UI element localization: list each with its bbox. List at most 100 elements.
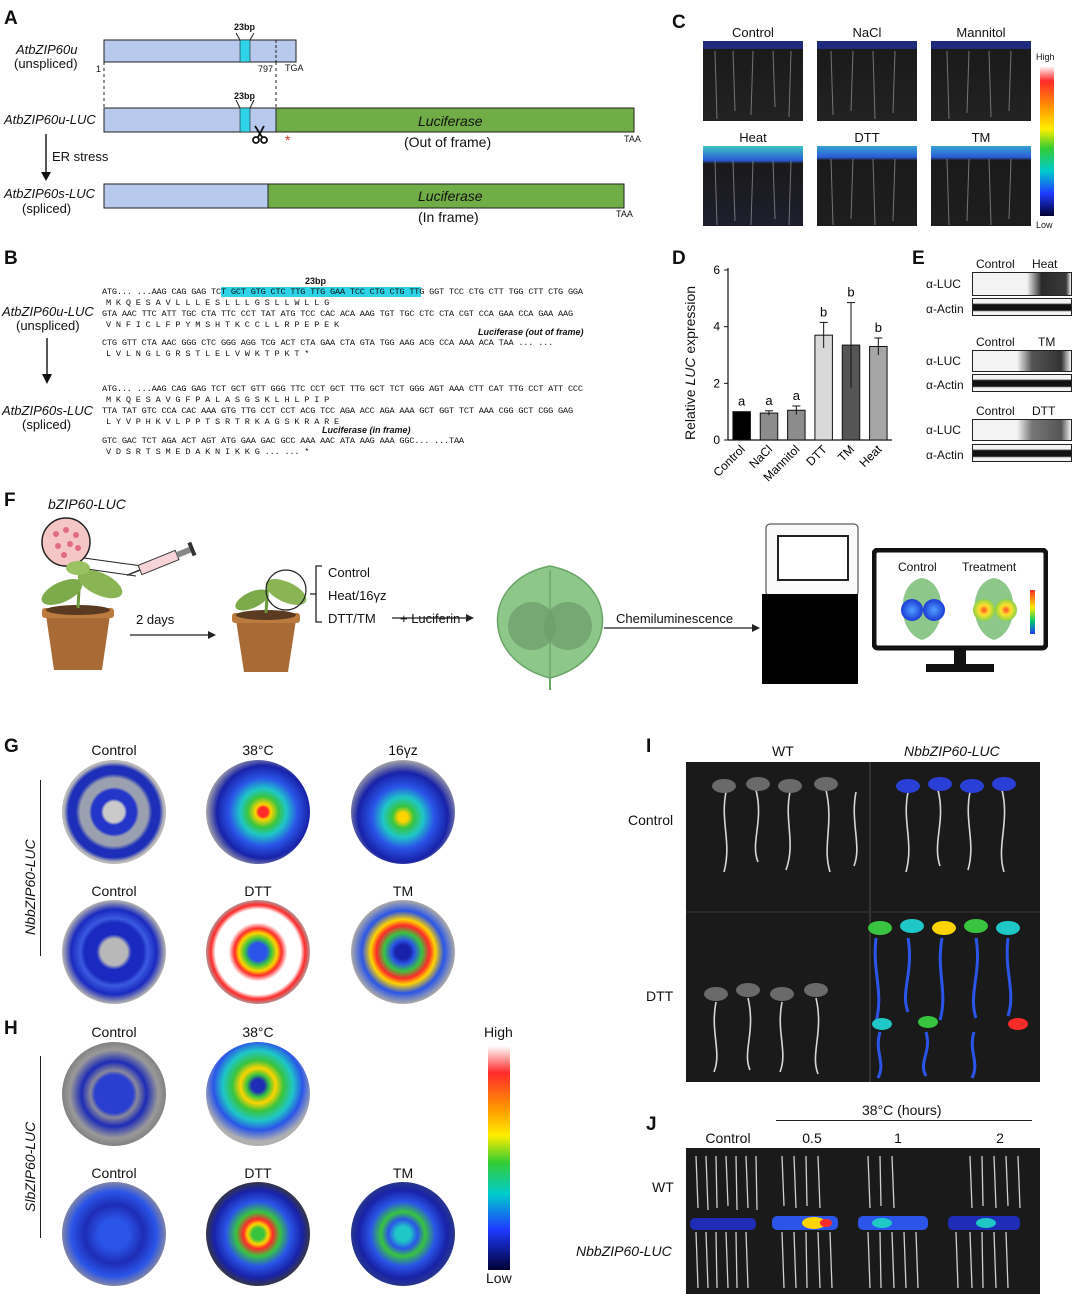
panel-label-i: I xyxy=(646,736,652,757)
f-two-days: 2 days xyxy=(136,612,175,627)
a-row1-sub: (unspliced) xyxy=(14,56,78,71)
e-b3-control: Control xyxy=(976,404,1015,418)
h-r2-c1-label: Control xyxy=(91,1165,137,1181)
e-b3-actin-band xyxy=(972,444,1072,462)
panel-label-d: D xyxy=(672,248,686,269)
e-b1-control: Control xyxy=(976,257,1015,271)
d-xtick-label-dtt: DTT xyxy=(803,442,830,469)
e-b3-actin: α-Actin xyxy=(926,448,964,462)
h-r2-c2-label: DTT xyxy=(244,1165,272,1181)
e-b1-heat: Heat xyxy=(1032,257,1058,271)
a-luc-label-2: Luciferase xyxy=(418,188,483,204)
d-ytick-label-0: 0 xyxy=(713,433,720,447)
h-disk-r1-c1 xyxy=(62,1042,166,1146)
i-seedlings xyxy=(686,762,1040,1082)
f-construct: bZIP60-LUC xyxy=(48,496,126,512)
b-s-luc-note: Luciferase (in frame) xyxy=(322,425,411,435)
f-workflow-illustration xyxy=(41,517,859,690)
g-disk-r2-c2 xyxy=(206,900,310,1004)
a-row2-name: AtbZIP60u-LUC xyxy=(4,112,96,127)
a-gene-diagram xyxy=(41,32,635,209)
j-row-luc: NbbZIP60-LUC xyxy=(576,1243,672,1259)
panel-label-g: G xyxy=(4,736,19,757)
e-b1-luc: α-LUC xyxy=(926,277,961,291)
panel-label-f: F xyxy=(4,490,16,511)
g-r1-c2-label: 38°C xyxy=(242,742,274,758)
b-s-line3: TTA TAT GTC CCA CAC AAA GTG TTG CCT CCT … xyxy=(102,406,573,416)
c-image-nacl xyxy=(817,41,917,121)
f-chemiluminescence: Chemiluminescence xyxy=(616,611,734,626)
b-row1-sub: (unspliced) xyxy=(16,318,80,333)
b-u-line4: V N F I C L F P Y M S H T K C C L L R P … xyxy=(106,320,339,330)
g-side-rule xyxy=(40,780,41,956)
b-23bp: 23bp xyxy=(305,276,327,286)
f-luciferin: + Luciferin xyxy=(400,611,461,626)
h-disk-r2-c2 xyxy=(206,1182,310,1286)
panel-label-c: C xyxy=(672,12,686,33)
d-bar-heat xyxy=(869,346,888,441)
d-xtick-label-heat: Heat xyxy=(857,442,885,470)
a-out-frame: (Out of frame) xyxy=(404,134,492,150)
b-s-line4: L Y V P H K V L P P T S R T R K A G S K … xyxy=(106,417,339,427)
g-r1-c3-label: 16γz xyxy=(388,742,418,758)
c-image-heat xyxy=(703,146,803,226)
b-row1-name: AtbZIP60u-LUC xyxy=(2,304,94,319)
a-row3-name: AtbZIP60s-LUC xyxy=(4,186,96,201)
e-b3-luc: α-LUC xyxy=(926,423,961,437)
j-header-rule xyxy=(776,1120,1032,1121)
b-arrow xyxy=(42,338,52,384)
e-b2-actin: α-Actin xyxy=(926,378,964,392)
d-ylabel-post: expression xyxy=(682,285,698,358)
b-s-line5: GTC GAC TCT AGA ACT AGT ATG GAA GAC GCC … xyxy=(102,436,464,446)
h-disk-r2-c3 xyxy=(351,1182,455,1286)
i-col-wt: WT xyxy=(772,743,794,759)
c-color-scale xyxy=(1040,66,1054,216)
d-ytick-label-2: 4 xyxy=(713,320,720,334)
panel-label-b: B xyxy=(4,248,18,269)
b-u-line5: CTG GTT CTA AAC GGG CTC GGG AGG TCG ACT … xyxy=(102,338,554,348)
a-23bp-2: 23bp xyxy=(234,91,256,101)
f-screen-control: Control xyxy=(898,560,937,574)
c-scale-low: Low xyxy=(1036,220,1053,230)
c-label-tm: TM xyxy=(971,130,991,145)
g-r1-c1-label: Control xyxy=(91,742,137,758)
a-in-frame: (In frame) xyxy=(418,209,479,225)
a-pos797: 797 xyxy=(258,64,274,74)
d-xtick-label-control: Control xyxy=(711,442,748,479)
e-western-blots: Control Heat α-LUC α-Actin Control TM α-… xyxy=(910,252,1080,472)
j-col-1: 1 xyxy=(894,1130,902,1146)
h-scale-high: High xyxy=(484,1024,513,1040)
f-treat-heat: Heat/16γz xyxy=(328,588,387,603)
e-b2-tm: TM xyxy=(1038,335,1056,349)
e-b1-luc-band xyxy=(972,272,1072,296)
e-b2-actin-band xyxy=(972,374,1072,392)
j-col-control: Control xyxy=(705,1130,751,1146)
c-scale-high: High xyxy=(1036,52,1055,62)
c-label-dtt: DTT xyxy=(854,130,880,145)
j-seedlings xyxy=(690,1155,1021,1289)
panel-label-h: H xyxy=(4,1018,18,1039)
b-u-luc-note: Luciferase (out of frame) xyxy=(478,327,584,337)
e-b1-actin: α-Actin xyxy=(926,302,964,316)
d-letter-heat: b xyxy=(875,320,882,335)
c-label-nacl: NaCl xyxy=(852,25,882,40)
d-letter-dtt: b xyxy=(820,304,827,319)
d-ylabel-pre: Relative xyxy=(682,385,698,440)
e-b1-actin-band xyxy=(972,298,1072,316)
h-scale-low: Low xyxy=(486,1270,512,1286)
d-ylabel: Relative LUC expression xyxy=(682,286,698,440)
h-disk-r2-c1 xyxy=(62,1182,166,1286)
a-row3-sub: (spliced) xyxy=(22,201,72,216)
b-u-line2: M K Q E S A V L L L E S L L L G S L L W … xyxy=(106,298,330,308)
panel-label-e: E xyxy=(912,248,925,269)
a-er-stress: ER stress xyxy=(52,149,109,164)
f-screen-treatment: Treatment xyxy=(962,560,1017,574)
d-xtick-label-tm: TM xyxy=(835,442,857,464)
b-u-line1c: CTG TTG GGT TCC CTG CTT TGG CTT CTG GGA xyxy=(384,287,584,297)
d-letter-tm: b xyxy=(847,285,854,300)
f-treat-control: Control xyxy=(328,565,370,580)
b-u-line1b: CT GCT GTG CTC TTG TTG GAA TCC CTG xyxy=(216,287,385,297)
b-row2-sub: (spliced) xyxy=(22,417,72,432)
b-u-line6: L V L N G L G R S T L E L V W K T P K T … xyxy=(106,349,310,359)
